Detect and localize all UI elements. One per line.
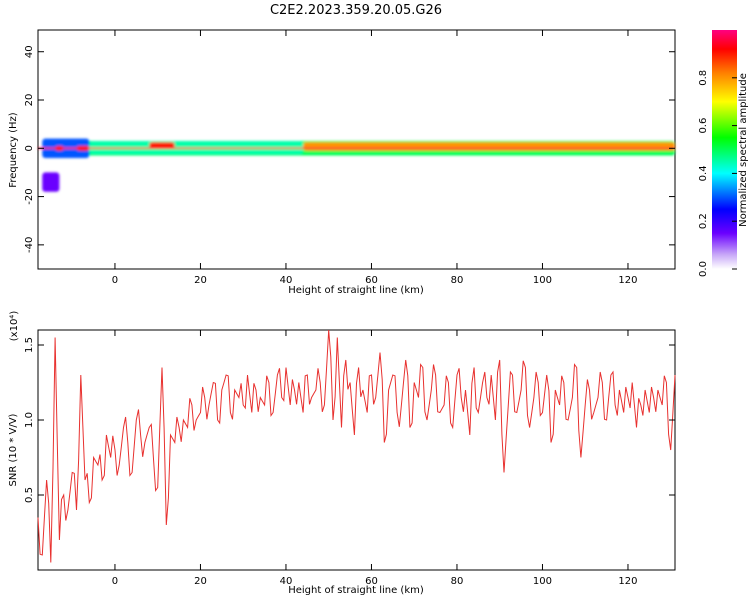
spectrogram-band	[42, 172, 60, 192]
y-tick-label: 0.5	[24, 487, 35, 503]
spectrogram-xlabel: Height of straight line (km)	[288, 285, 424, 296]
x-tick-label: 20	[194, 275, 207, 286]
y-tick-label: -20	[24, 188, 35, 204]
y-tick-label: 40	[24, 45, 35, 58]
x-tick-label: 0	[112, 576, 118, 587]
snr-panel: 0 20 40 60 80 100 120 0.5 1.0 1.5 Height of strai…	[8, 311, 676, 596]
x-tick-label: 20	[194, 576, 207, 587]
x-tick-label: 40	[280, 576, 293, 587]
y-tick-label: 1.5	[24, 337, 35, 353]
y-tick-label: -40	[24, 237, 35, 253]
x-tick-label: 100	[533, 576, 552, 587]
spectrogram-bands	[38, 138, 675, 192]
x-tick-label: 0	[112, 275, 118, 286]
snr-scale-label: (x10⁴)	[9, 311, 20, 342]
x-tick-label: 40	[280, 275, 293, 286]
figure-title: C2E2.2023.359.20.05.G26	[270, 3, 442, 18]
snr-series-line	[37, 329, 676, 563]
spectrogram-axes: 0 20 40 60 80 100 120 -40 -20 0 20 40	[24, 30, 675, 286]
x-tick-label: 120	[618, 275, 637, 286]
x-tick-label: 60	[365, 275, 378, 286]
x-tick-label: 80	[451, 275, 464, 286]
colorbar-label: Normalized spectral amplitude	[738, 73, 749, 227]
x-tick-label: 100	[533, 275, 552, 286]
colorbar: 0.0 0.2 0.4 0.6 0.8 Normalized spectral ampl…	[698, 30, 749, 277]
spectrogram-band	[303, 142, 675, 151]
colorbar-gradient	[712, 30, 737, 269]
colorbar-tick-label: 0.0	[698, 261, 709, 277]
snr-axes: 0 20 40 60 80 100 120 0.5 1.0 1.5	[24, 330, 675, 587]
x-tick-label: 60	[365, 576, 378, 587]
x-tick-label: 80	[451, 576, 464, 587]
snr-ylabel: SNR (10 * V/V)	[8, 413, 19, 486]
x-tick-label: 120	[618, 576, 637, 587]
colorbar-tick-label: 0.6	[698, 118, 709, 134]
colorbar-ticks: 0.0 0.2 0.4 0.6 0.8	[698, 70, 737, 277]
spectrogram-ylabel: Frequency (Hz)	[8, 112, 19, 188]
spectrogram-panel: 0 20 40 60 80 100 120 -40 -20 0 20 40 Height of str…	[8, 29, 676, 296]
spectrogram-band	[149, 142, 175, 149]
y-tick-label: 0	[24, 145, 35, 151]
y-tick-label: 1.0	[24, 412, 35, 428]
colorbar-tick-label: 0.4	[698, 165, 709, 181]
colorbar-tick-label: 0.8	[698, 70, 709, 86]
y-tick-label: 20	[24, 94, 35, 107]
snr-xlabel: Height of straight line (km)	[288, 585, 424, 596]
colorbar-tick-label: 0.2	[698, 213, 709, 229]
